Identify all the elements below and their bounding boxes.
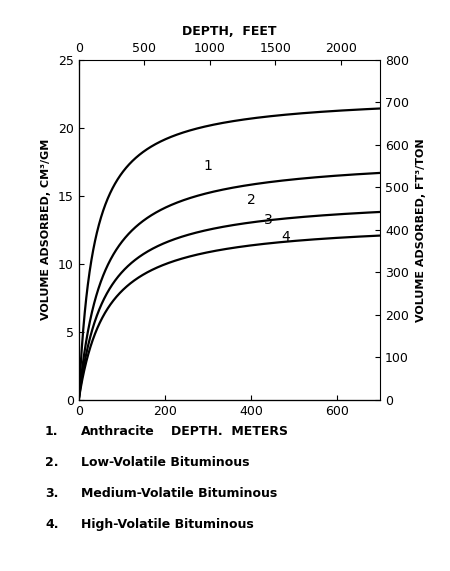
Text: 1.: 1. [45,425,58,439]
Text: Medium-Volatile Bituminous: Medium-Volatile Bituminous [81,487,277,500]
Text: 1: 1 [204,159,212,173]
Y-axis label: VOLUME ADSORBED, CM³/GM: VOLUME ADSORBED, CM³/GM [41,139,51,320]
Text: 2.: 2. [45,456,58,469]
Text: Anthracite: Anthracite [81,425,155,439]
Text: 4: 4 [281,230,290,244]
Text: High-Volatile Bituminous: High-Volatile Bituminous [81,518,254,531]
Y-axis label: VOLUME ADSORBED, FT³/TON: VOLUME ADSORBED, FT³/TON [416,138,426,321]
Text: 3.: 3. [45,487,58,500]
Text: 3: 3 [264,214,273,227]
Text: Low-Volatile Bituminous: Low-Volatile Bituminous [81,456,249,469]
X-axis label: DEPTH,  FEET: DEPTH, FEET [182,25,277,38]
X-axis label: DEPTH.  METERS: DEPTH. METERS [171,424,288,437]
Text: 2: 2 [247,193,256,207]
Text: 4.: 4. [45,518,58,531]
